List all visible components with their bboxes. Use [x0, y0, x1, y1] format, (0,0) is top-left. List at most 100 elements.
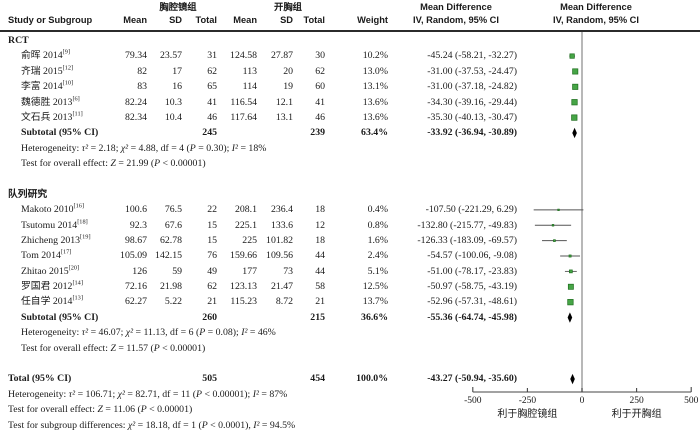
study-row-w: 10.2% [362, 50, 388, 62]
effect-square [572, 68, 579, 75]
effect-square [572, 83, 579, 90]
study-row-t1: 31 [207, 50, 217, 62]
study-row-w: 0.4% [367, 204, 388, 216]
study-row-sd2: 27.87 [270, 50, 293, 62]
study-row-w: 13.6% [362, 96, 388, 108]
col-iv-random-plot: IV, Random, 95% CI [553, 15, 639, 25]
study-row-w: 13.6% [362, 111, 388, 123]
study-row-m1: 92.3 [129, 219, 147, 231]
study-row-t1: 22 [207, 204, 217, 216]
study-row: 罗国君 2012[14] 72.16 21.98 62 123.13 21.47 58 12.… [0, 279, 700, 294]
study-row-ci: -132.80 (-215.77, -49.83) [417, 219, 517, 231]
section-header: 队列研究 [0, 187, 700, 202]
study-row: Zhitao 2015[20] 126 59 49 177 73 44 5.1% -51.00 … [0, 264, 700, 279]
subtotal-row-w: 63.4% [361, 127, 388, 139]
col-total-exp: Total [195, 15, 217, 25]
study-row-t2: 18 [315, 204, 325, 216]
total-heterogeneity-line: Heterogeneity: τ² = 106.71; χ² = 82.71, … [0, 387, 700, 402]
col-sd-ctrl: SD [280, 15, 293, 25]
study-row: Zhicheng 2013[19] 98.67 62.78 15 225 101.82 18… [0, 233, 700, 248]
study-row-w: 13.1% [362, 81, 388, 93]
heterogeneity-line: Heterogeneity: τ² = 46.07; χ² = 11.13, d… [0, 325, 700, 340]
section-header-text: RCT [8, 35, 29, 46]
col-mean-difference-text: Mean Difference [420, 2, 492, 12]
subtotal-row: Subtotal (95% CI) 260 215 36.6% -55.36 (-64.… [0, 310, 700, 325]
total-overall-effect-line-text: Test for overall effect: Z = 11.06 (P < … [8, 404, 193, 416]
group-header-thoracoscopy: 胸腔镜组 [159, 2, 197, 12]
study-row: 任自学 2014[13] 62.27 5.22 21 115.23 8.72 21 13.7%… [0, 294, 700, 309]
section-header: RCT [0, 33, 700, 48]
subgroup-differences-line: Test for subgroup differences: χ² = 18.1… [0, 418, 700, 433]
study-row-label: Tom 2014[17] [21, 249, 72, 262]
study-row-t2: 44 [315, 250, 325, 262]
study-row-ci: -51.00 (-78.17, -23.83) [427, 265, 517, 277]
study-row-m2: 116.54 [230, 96, 257, 108]
pooled-diamond [572, 127, 577, 139]
study-row-ci: -126.33 (-183.09, -69.57) [417, 234, 517, 246]
heterogeneity-line-text: Heterogeneity: τ² = 46.07; χ² = 11.13, d… [21, 327, 276, 339]
total-row-w: 100.0% [356, 373, 388, 385]
subgroup-differences-line-text: Test for subgroup differences: χ² = 18.1… [8, 419, 296, 431]
subtotal-row: Subtotal (95% CI) 245 239 63.4% -33.92 (-36.… [0, 125, 700, 140]
group-header-thoracotomy: 开胸组 [274, 2, 302, 12]
study-row-label: Zhicheng 2013[19] [21, 233, 91, 246]
total-row-t1: 505 [202, 373, 217, 385]
study-row-t2: 44 [315, 265, 325, 277]
study-row-w: 5.1% [367, 265, 388, 277]
study-row-w: 1.6% [367, 234, 388, 246]
study-row-ci: -31.00 (-37.18, -24.82) [427, 81, 517, 93]
study-row-sd1: 10.4 [164, 111, 182, 123]
study-row-m1: 100.6 [124, 204, 147, 216]
study-row-ci: -52.96 (-57.31, -48.61) [427, 296, 517, 308]
study-row-ci: -54.57 (-100.06, -9.08) [427, 250, 517, 262]
study-row-ci: -35.30 (-40.13, -30.47) [427, 111, 517, 123]
study-row-label: 任自学 2014[13] [21, 295, 83, 308]
subtotal-row-label: Subtotal (95% CI) [21, 311, 99, 323]
study-row-sd1: 23.57 [159, 50, 182, 62]
axis-tick-label: -500 [464, 396, 482, 406]
study-row-label: Zhitao 2015[20] [21, 264, 80, 277]
study-row: 齐瑞 2015[12] 82 17 62 113 20 62 13.0% -31.00 (-37… [0, 64, 700, 79]
study-row-m2: 114 [242, 81, 257, 93]
overall-effect-line-text: Test for overall effect: Z = 21.99 (P < … [21, 158, 206, 170]
study-row-m2: 225.1 [234, 219, 257, 231]
study-row-t2: 30 [315, 50, 325, 62]
study-row-m1: 72.16 [124, 281, 147, 293]
study-row-m2: 117.64 [230, 111, 257, 123]
effect-square [569, 53, 575, 59]
study-row: 李富 2014[10] 83 16 65 114 19 60 13.1% -31.00 (-37… [0, 79, 700, 94]
subtotal-row-w: 36.6% [361, 311, 388, 323]
study-row-t1: 49 [207, 265, 217, 277]
study-row-sd2: 73 [283, 265, 293, 277]
study-row: Tsutomu 2014[18] 92.3 67.6 15 225.1 133.6 12 0.… [0, 218, 700, 233]
heterogeneity-line: Heterogeneity: τ² = 2.18; χ² = 4.88, df … [0, 141, 700, 156]
study-row-m2: 123.13 [230, 281, 257, 293]
study-row-ci: -107.50 (-221.29, 6.29) [425, 204, 517, 216]
col-mean-exp: Mean [123, 15, 147, 25]
study-row-sd2: 101.82 [266, 234, 293, 246]
subtotal-row-ci: -33.92 (-36.94, -30.89) [427, 127, 517, 139]
overall-effect-line: Test for overall effect: Z = 11.57 (P < … [0, 341, 700, 356]
study-row-t2: 21 [315, 296, 325, 308]
total-row-ci: -43.27 (-50.94, -35.60) [427, 373, 517, 385]
total-heterogeneity-line-text: Heterogeneity: τ² = 106.71; χ² = 82.71, … [8, 388, 288, 400]
study-row: 魏德胜 2013[6] 82.24 10.3 41 116.54 12.1 41 13.6% -… [0, 95, 700, 110]
study-row-w: 13.0% [362, 65, 388, 77]
study-row-sd1: 59 [172, 265, 182, 277]
study-row-sd2: 133.6 [270, 219, 293, 231]
study-row-m1: 98.67 [124, 234, 147, 246]
study-row-w: 13.7% [362, 296, 388, 308]
total-row-label: Total (95% CI) [8, 373, 72, 385]
axis-tick-label: -250 [519, 396, 537, 406]
effect-square [567, 299, 574, 306]
study-row-w: 2.4% [367, 250, 388, 262]
col-mean-ctrl: Mean [233, 15, 257, 25]
study-row-t1: 15 [207, 219, 217, 231]
study-row-label: 文石兵 2013[11] [21, 110, 83, 123]
effect-square [551, 224, 555, 227]
study-row-m2: 208.1 [234, 204, 257, 216]
col-iv-random-text: IV, Random, 95% CI [413, 15, 499, 25]
favor-left-label: 利于胸腔镜组 [497, 407, 557, 420]
